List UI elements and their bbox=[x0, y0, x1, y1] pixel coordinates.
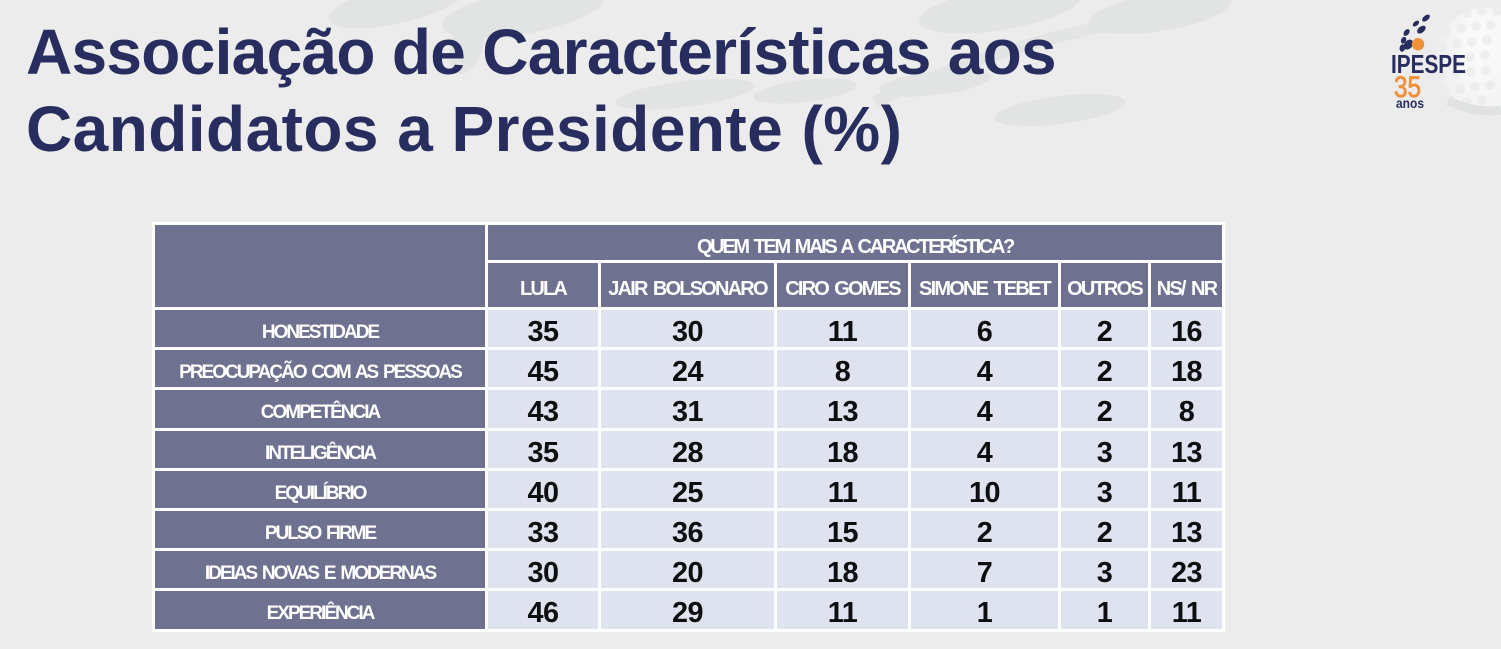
svg-text:anos: anos bbox=[1396, 96, 1424, 111]
svg-text:IPESPE: IPESPE bbox=[1391, 49, 1466, 79]
svg-text:35: 35 bbox=[1394, 71, 1421, 104]
